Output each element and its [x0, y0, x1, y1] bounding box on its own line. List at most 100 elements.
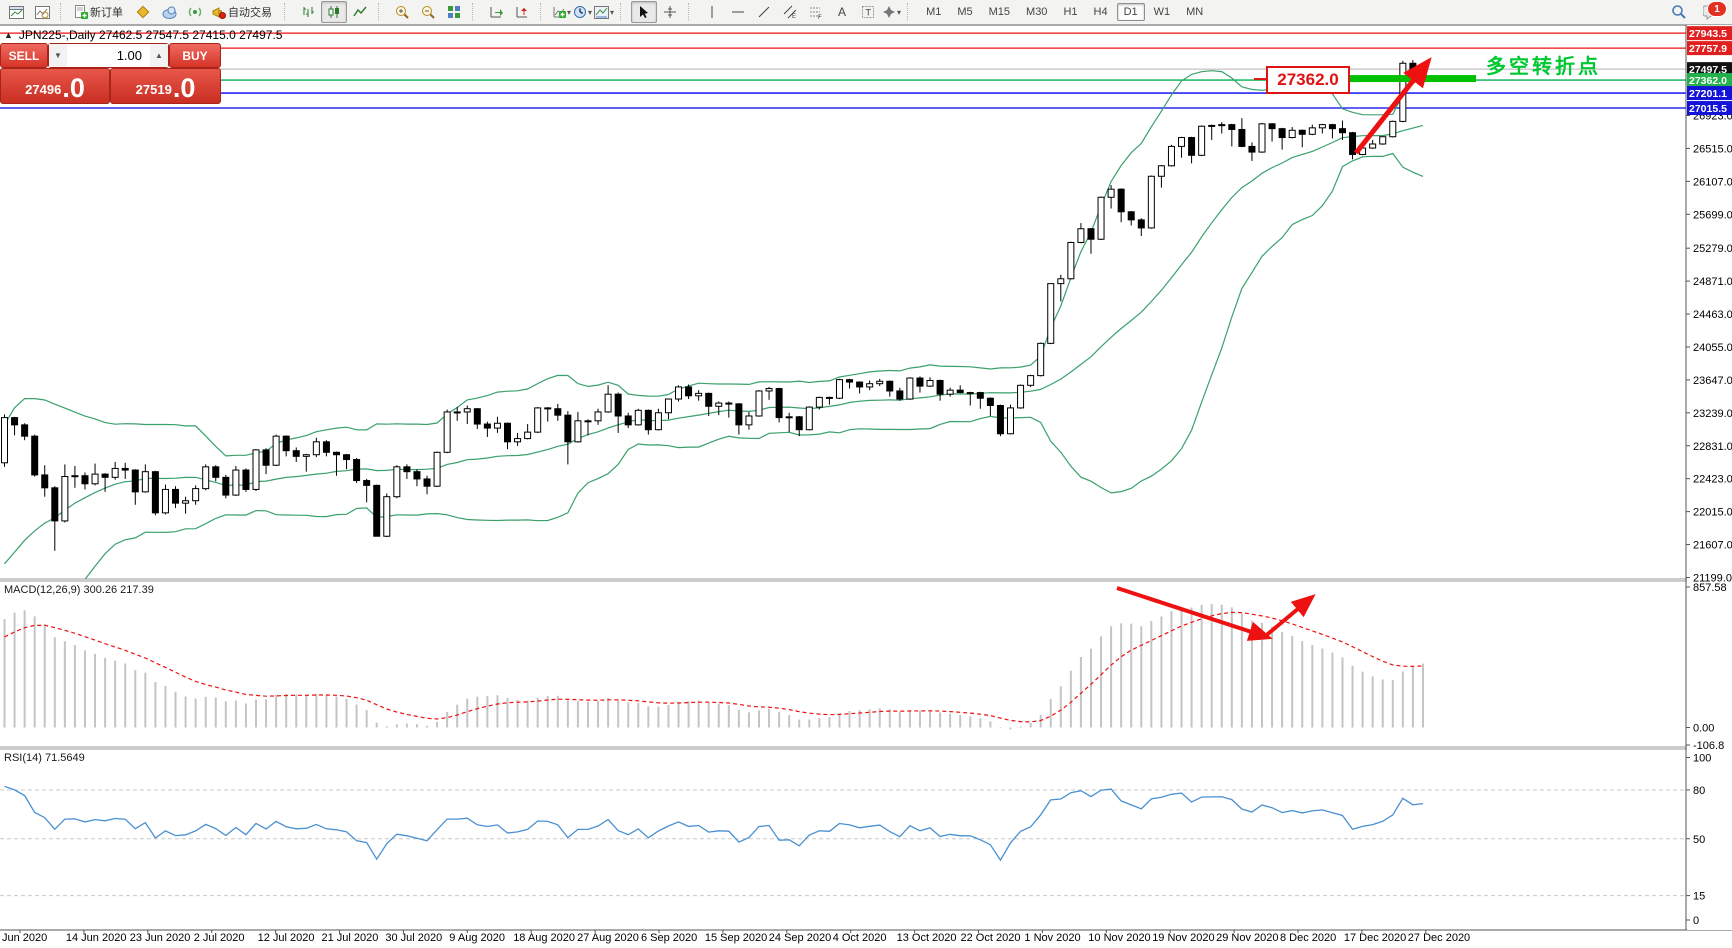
rsi-axis-label: 100 [1693, 753, 1711, 765]
date-label: 24 Sep 2020 [769, 932, 831, 944]
date-label: 30 Jul 2020 [385, 932, 442, 944]
rsi-axis-label: 80 [1693, 785, 1705, 797]
rsi-axis-label: 50 [1693, 834, 1705, 846]
price-axis: 26923.026515.026107.025699.025279.024871… [1685, 25, 1732, 930]
horizontal-line-tool-icon[interactable] [725, 1, 751, 23]
buy-price[interactable]: 27519 .0 [110, 68, 221, 104]
timeframe-toolbar: M1 M5 M15 M30 H1 H4 D1 W1 MN [915, 1, 1214, 23]
price-tick-label: 26515.0 [1693, 143, 1732, 155]
turning-point-annotation[interactable]: 多空转折点 [1486, 56, 1601, 78]
pane-frame [0, 24, 1732, 931]
cursor-icon[interactable] [631, 1, 658, 23]
timeframe-m30[interactable]: M30 [1026, 6, 1048, 18]
date-label: 29 Nov 2020 [1216, 932, 1278, 944]
timeframe-d1[interactable]: D1 [1116, 3, 1145, 21]
vertical-line-tool-icon[interactable] [699, 1, 725, 23]
new-order-button[interactable]: 新订单 [71, 1, 130, 23]
volume-spinner[interactable]: ▼ 1.00 ▲ [48, 43, 169, 68]
macd-axis-label: 857.58 [1693, 582, 1727, 594]
zoom-in-icon[interactable] [389, 1, 415, 23]
equidistant-channel-tool-icon[interactable]: E [777, 1, 803, 23]
market-watch-icon[interactable] [130, 1, 156, 23]
date-label: 17 Dec 2020 [1344, 932, 1406, 944]
arrows-tool-icon[interactable]: ▾ [881, 1, 902, 23]
macd-arrow-1 [1261, 594, 1316, 640]
data-window-icon[interactable] [156, 1, 182, 23]
price-tick-label: 24463.0 [1693, 309, 1732, 321]
svg-text:F: F [818, 15, 822, 19]
volume-decrease-button[interactable]: ▼ [49, 44, 67, 67]
fibonacci-tool-icon[interactable]: F [803, 1, 829, 23]
sell-price[interactable]: 27496 .0 [0, 68, 110, 104]
bullish-arrow [1354, 57, 1432, 155]
timeframe-mn[interactable]: MN [1186, 6, 1204, 18]
price-tick-label: 25279.0 [1693, 243, 1732, 255]
timeframe-m1[interactable]: M1 [926, 6, 942, 18]
line-chart-mode-icon[interactable] [347, 1, 373, 23]
buy-button[interactable]: BUY [169, 43, 221, 68]
search-icon[interactable] [1666, 1, 1692, 23]
text-label-tool-icon[interactable]: T [855, 1, 881, 23]
sell-button[interactable]: SELL [0, 43, 48, 68]
price-badge: 27015.5 [1689, 103, 1727, 115]
date-label: 13 Oct 2020 [897, 932, 957, 944]
templates-icon[interactable]: ▾ [593, 1, 615, 23]
periods-icon[interactable]: ▾ [572, 1, 593, 23]
bollinger-bands [3, 70, 1424, 579]
rsi-axis-label: 0 [1693, 915, 1699, 927]
price-lines [0, 32, 1686, 109]
timeframe-h1[interactable]: H1 [1063, 6, 1078, 18]
text-tool-icon[interactable]: A [838, 5, 847, 19]
candle-chart-mode-icon[interactable] [321, 1, 347, 23]
buy-price-main: 27519 [135, 82, 172, 97]
macd-arrow-0 [1116, 586, 1273, 641]
price-badge: 27362.0 [1689, 75, 1727, 87]
chart-canvas[interactable]: 26923.026515.026107.025699.025279.024871… [0, 24, 1732, 948]
volume-increase-button[interactable]: ▲ [150, 44, 168, 67]
volume-value[interactable]: 1.00 [116, 48, 142, 63]
date-label: 22 Oct 2020 [961, 932, 1021, 944]
auto-scroll-icon[interactable] [483, 1, 509, 23]
date-label: 21 Jul 2020 [322, 932, 379, 944]
bar-chart-mode-icon[interactable] [295, 1, 321, 23]
macd-axis-label: 0.00 [1693, 723, 1714, 735]
rsi-indicator-label: RSI(14) 71.5649 [4, 752, 85, 764]
date-label: 15 Sep 2020 [705, 932, 767, 944]
crosshair-icon[interactable] [657, 1, 683, 23]
collapse-triangle-icon[interactable]: ▲ [4, 30, 13, 40]
date-label: 8 Dec 2020 [1280, 932, 1336, 944]
signals-icon[interactable] [182, 1, 208, 23]
price-tick-label: 21199.0 [1693, 572, 1732, 584]
date-axis: Jun 2020 14 Jun 2020 23 Jun 2020 2 Jul 2020… [2, 930, 1470, 944]
macd-pane [3, 604, 1424, 730]
one-click-trading-panel: SELL ▼ 1.00 ▲ BUY 27496 .0 27519 .0 [0, 43, 221, 104]
timeframe-h4[interactable]: H4 [1093, 6, 1108, 18]
chart-shift-icon[interactable] [509, 1, 535, 23]
trendline-tool-icon[interactable] [751, 1, 777, 23]
svg-text:T: T [866, 8, 872, 18]
autotrading-button[interactable]: 自动交易 [208, 1, 279, 23]
price-tick-label: 26107.0 [1693, 176, 1732, 188]
price-level-label-box[interactable]: 27362.0 [1266, 66, 1350, 94]
notifications-icon[interactable]: 1 [1700, 1, 1727, 23]
chart-window-icon[interactable] [3, 1, 29, 23]
rsi-level-lines [0, 789, 1686, 897]
timeframe-m15[interactable]: M15 [988, 6, 1011, 18]
timeframe-m5[interactable]: M5 [957, 6, 973, 18]
tile-windows-icon[interactable] [441, 1, 467, 23]
tick-chart-icon[interactable] [29, 1, 55, 23]
date-label: Jun 2020 [2, 932, 47, 944]
macd-indicator-label: MACD(12,26,9) 300.26 217.39 [4, 584, 154, 596]
date-label: 1 Nov 2020 [1024, 932, 1080, 944]
main-toolbar: 新订单 自动交易 ▾ ▾ ▾ E F [0, 0, 1732, 25]
price-tick-label: 22831.0 [1693, 441, 1732, 453]
indicators-icon[interactable]: ▾ [551, 1, 572, 23]
rsi-line [4, 785, 1424, 862]
timeframe-w1[interactable]: W1 [1153, 6, 1171, 18]
zoom-out-icon[interactable] [415, 1, 441, 23]
drawn-objects [1116, 57, 1476, 641]
price-tick-label: 21607.0 [1693, 540, 1732, 552]
price-tick-label: 22015.0 [1693, 507, 1732, 519]
date-label: 4 Oct 2020 [833, 932, 887, 944]
